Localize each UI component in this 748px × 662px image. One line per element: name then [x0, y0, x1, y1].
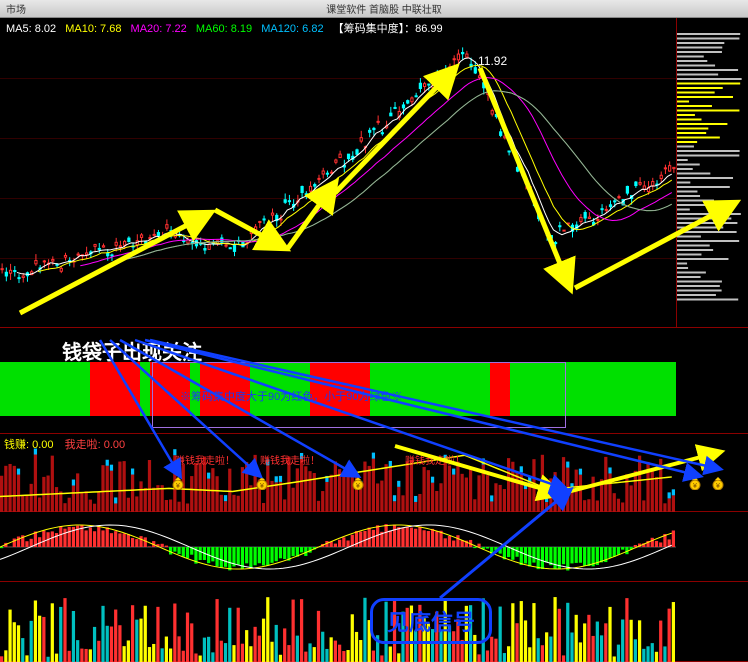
titlebar-center: 课堂软件 首脑股 中联壮取 — [326, 1, 442, 16]
moneybag-icon: ¥ — [255, 476, 269, 490]
svg-text:赚钱我走啦！: 赚钱我走啦！ — [405, 454, 465, 467]
price-high-label: 11.92 — [478, 54, 507, 68]
vol-legend-2: 我走啦: 0.00 — [65, 439, 126, 451]
volume-panel: 钱赚: 0.00 我走啦: 0.00 赚钱我走啦！ 赚钱我走啦！ 赚钱我走啦！ ¥ ¥… — [0, 434, 748, 512]
ma10-label: MA10: 7.68 — [65, 23, 121, 35]
price-axis — [676, 18, 748, 327]
svg-text:¥: ¥ — [356, 483, 360, 490]
volume-profile — [677, 18, 748, 328]
svg-text:¥: ¥ — [176, 483, 180, 490]
macd-panel — [0, 512, 748, 582]
window-titlebar: 市场 课堂软件 首脑股 中联壮取 — [0, 0, 748, 18]
svg-text:赚钱我走啦！: 赚钱我走啦！ — [175, 454, 235, 467]
bottom-signal-label: 见底信号 — [370, 598, 492, 644]
ma120-label: MA120: 6.82 — [261, 23, 323, 35]
svg-text:¥: ¥ — [716, 483, 720, 490]
colorbar-caption: ※筹码集中度大于90为红色，小于90为绿色※ — [180, 388, 402, 404]
ma20-label: MA20: 7.22 — [131, 23, 187, 35]
chip-label: 【筹码集中度】： — [333, 23, 416, 35]
moneybag-icon: ¥ — [171, 476, 185, 490]
titlebar-left: 市场 — [6, 1, 26, 16]
moneybag-annotation: 钱袋子出现关注 — [62, 336, 202, 365]
macd-overlay — [0, 512, 748, 582]
ma60-label: MA60: 8.19 — [196, 23, 252, 35]
vol-legend-1: 钱赚: 0.00 — [4, 439, 54, 451]
moneybag-icon: ¥ — [688, 476, 702, 490]
price-chart: MA5: 8.02 MA10: 7.68 MA20: 7.22 MA60: 8.… — [0, 18, 748, 328]
svg-text:赚钱我走啦！: 赚钱我走啦！ — [260, 454, 320, 467]
ma5-label: MA5: 8.02 — [6, 23, 56, 35]
svg-text:¥: ¥ — [693, 483, 697, 490]
chip-value: 86.99 — [415, 23, 443, 35]
moneybag-icon: ¥ — [711, 476, 725, 490]
colorbar-panel: ※筹码集中度大于90为红色，小于90为绿色※ — [0, 356, 748, 434]
moneybag-icon: ¥ — [351, 476, 365, 490]
svg-text:¥: ¥ — [260, 483, 264, 490]
chart-overlay — [0, 18, 748, 328]
ma-legend: MA5: 8.02 MA10: 7.68 MA20: 7.22 MA60: 8.… — [6, 20, 443, 36]
vol-legend: 钱赚: 0.00 我走啦: 0.00 — [4, 436, 133, 452]
